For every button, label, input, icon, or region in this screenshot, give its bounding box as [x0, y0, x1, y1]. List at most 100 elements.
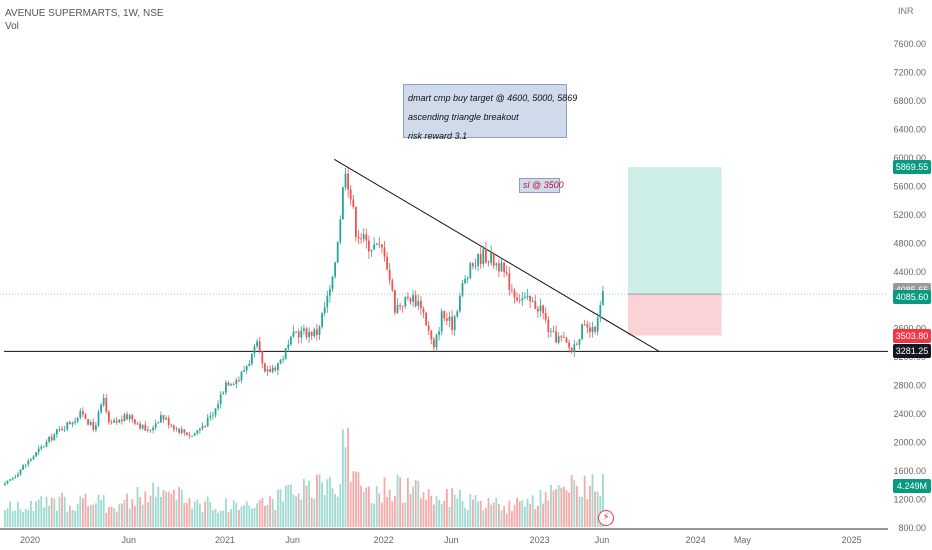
volume-bar: [586, 499, 588, 527]
volume-bar: [183, 503, 185, 527]
volume-bar: [137, 487, 139, 527]
candle-body: [459, 296, 461, 311]
candle-body: [581, 324, 583, 339]
candle-body: [415, 295, 417, 306]
candle-body: [511, 290, 513, 291]
candle-body: [25, 464, 27, 465]
candle-body: [116, 421, 118, 423]
volume-bar: [550, 485, 552, 527]
candle-body: [324, 307, 326, 313]
volume-bar: [498, 504, 500, 527]
volume-bar: [488, 498, 490, 527]
candle-body: [443, 311, 445, 318]
volume-bar: [170, 494, 172, 527]
volume-bar: [134, 506, 136, 527]
volume-bar: [363, 492, 365, 527]
volume-bar: [90, 505, 92, 527]
volume-bar: [238, 510, 240, 527]
candle-body: [152, 428, 154, 430]
price-tick-label: 5200.00: [893, 210, 926, 220]
time-tick-label: May: [734, 535, 752, 545]
candle-body: [121, 420, 123, 421]
volume-bar: [438, 500, 440, 527]
volume-bar: [113, 508, 115, 527]
candle-body: [168, 418, 170, 425]
volume-bar: [537, 506, 539, 527]
volume-bar: [560, 488, 562, 527]
volume-bar: [178, 487, 180, 527]
candle-body: [105, 398, 107, 412]
volume-bars: [4, 428, 604, 527]
candle-body: [428, 325, 430, 330]
candle-body: [33, 457, 35, 460]
candle-body: [584, 324, 586, 325]
candle-body: [178, 429, 180, 433]
price-tick-label: 7200.00: [893, 67, 926, 77]
volume-bar: [59, 497, 61, 527]
candle-body: [72, 423, 74, 425]
volume-bar: [467, 510, 469, 527]
volume-bar: [243, 505, 245, 527]
candle-body: [251, 354, 253, 364]
candle-body: [254, 346, 256, 353]
volume-bar: [365, 488, 367, 527]
candle-body: [170, 425, 172, 426]
candle-body: [228, 383, 230, 386]
price-tag: 4085.60: [893, 290, 931, 304]
trade-note[interactable]: dmart cmp buy target @ 4600, 5000, 5869 …: [403, 84, 567, 138]
volume-bar: [378, 493, 380, 527]
volume-bar: [527, 499, 529, 527]
price-tick-label: 1600.00: [893, 466, 926, 476]
volume-bar: [594, 491, 596, 527]
volume-bar: [553, 491, 555, 527]
volume-bar: [389, 490, 391, 527]
candle-body: [7, 481, 9, 484]
volume-bar: [191, 509, 193, 527]
drawing-lines[interactable]: [4, 159, 888, 351]
volume-bar: [568, 493, 570, 527]
volume-bar: [280, 489, 282, 527]
volume-bar: [394, 496, 396, 527]
candle-body: [368, 241, 370, 252]
volume-bar: [4, 510, 6, 527]
candle-body: [532, 301, 534, 302]
volume-bar: [56, 511, 58, 527]
candle-body: [454, 316, 456, 330]
volume-bar: [540, 490, 542, 527]
candle-body: [51, 437, 53, 440]
candle-body: [438, 332, 440, 335]
volume-bar: [155, 497, 157, 527]
candle-body: [363, 234, 365, 239]
volume-bar: [77, 504, 79, 527]
volume-bar: [98, 495, 100, 527]
candle-body: [337, 242, 339, 262]
stop-loss-note[interactable]: sl @ 3500: [519, 178, 560, 193]
candle-body: [555, 331, 557, 342]
candle-body: [59, 429, 61, 430]
volume-bar: [558, 485, 560, 527]
volume-bar: [462, 501, 464, 527]
lightning-icon[interactable]: ⚡: [598, 510, 614, 526]
volume-bar: [293, 495, 295, 527]
candle-body: [27, 461, 29, 465]
candle-body: [248, 364, 250, 366]
candle-body: [131, 415, 133, 419]
long-position-tool[interactable]: [0, 167, 888, 335]
candle-body: [524, 297, 526, 298]
candle-body: [98, 412, 100, 425]
volume-bar: [508, 501, 510, 527]
volume-bar: [329, 477, 331, 527]
volume-bar: [410, 494, 412, 527]
candle-body: [204, 426, 206, 427]
volume-bar: [300, 500, 302, 527]
volume-bar: [449, 507, 451, 527]
candle-body: [599, 305, 601, 318]
volume-bar: [69, 506, 71, 527]
candle-body: [586, 324, 588, 327]
candle-body: [488, 262, 490, 263]
volume-bar: [386, 497, 388, 527]
volume-bar: [319, 474, 321, 527]
candle-body: [329, 289, 331, 296]
volume-bar: [235, 502, 237, 527]
